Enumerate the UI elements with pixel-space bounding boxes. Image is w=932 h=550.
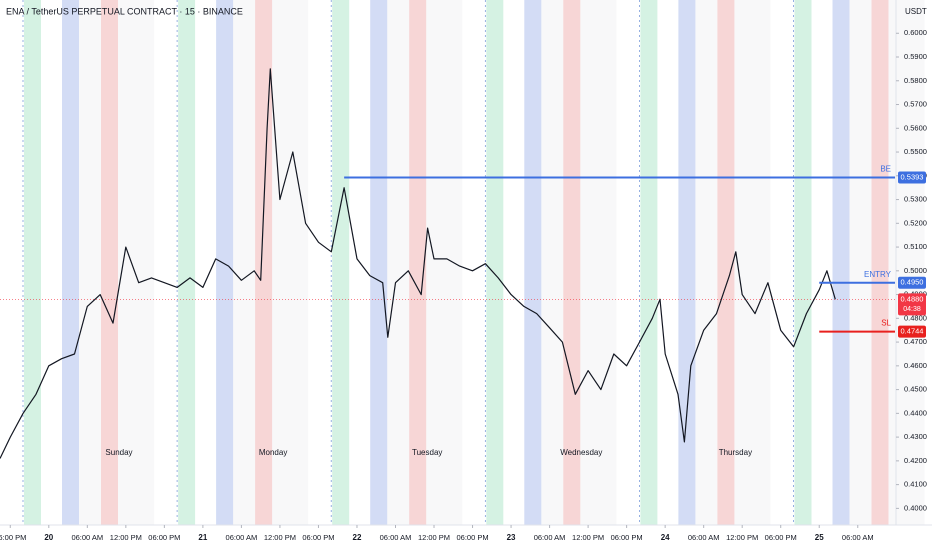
day-label: Thursday [719, 448, 752, 457]
price-tag [898, 276, 926, 289]
last-price-tag [898, 293, 926, 316]
x-tick-label: 06:00 AM [688, 533, 720, 542]
band-green [486, 0, 504, 525]
countdown: 04:38 [903, 306, 921, 313]
y-tick-label: 0.4600 [904, 361, 927, 370]
y-tick-label: 0.5200 [904, 218, 927, 227]
y-tick-label: 0.4100 [904, 480, 927, 489]
x-tick-label: 12:00 PM [572, 533, 604, 542]
band-blue [832, 0, 850, 525]
x-tick-label: 24 [661, 533, 670, 542]
x-tick-label: 23 [507, 533, 516, 542]
y-tick-label: 0.5100 [904, 242, 927, 251]
x-tick-label: 06:00 AM [226, 533, 258, 542]
y-tick-label: 0.4300 [904, 432, 927, 441]
y-tick-label: 0.5300 [904, 195, 927, 204]
x-tick-label: 06:00 PM [148, 533, 180, 542]
level-label: SL [881, 319, 891, 328]
x-tick-label: 06:00 PM [611, 533, 643, 542]
y-tick-label: 0.5500 [904, 147, 927, 156]
band-green [794, 0, 812, 525]
y-tick-label: 0.5800 [904, 76, 927, 85]
day-label: Wednesday [560, 448, 602, 457]
y-tick-label: 0.4700 [904, 337, 927, 346]
x-tick-label: 12:00 PM [418, 533, 450, 542]
x-tick-label: 06:00 PM [456, 533, 488, 542]
band-green [24, 0, 41, 525]
band-blue [524, 0, 542, 525]
y-tick-label: 0.4400 [904, 408, 927, 417]
band-blue [678, 0, 696, 525]
price-tag [898, 171, 926, 184]
y-tick-label: 0.5700 [904, 100, 927, 109]
price-tag-label: 0.5393 [901, 172, 924, 181]
band-red [717, 0, 735, 525]
price-line [0, 68, 836, 459]
x-tick-label: 12:00 PM [726, 533, 758, 542]
y-tick-label: 0.5000 [904, 266, 927, 275]
band-blue [62, 0, 79, 525]
x-tick-label: 06:00 PM [0, 533, 26, 542]
x-tick-label: 06:00 PM [302, 533, 334, 542]
x-tick-label: 06:00 AM [534, 533, 566, 542]
y-tick-label: 0.4000 [904, 503, 927, 512]
x-tick-label: 12:00 PM [110, 533, 142, 542]
price-tag-label: 0.4744 [901, 327, 924, 336]
currency: USDT [905, 7, 927, 16]
y-tick-label: 0.4500 [904, 385, 927, 394]
day-label: Monday [259, 448, 287, 457]
x-tick-label: 06:00 AM [380, 533, 412, 542]
x-tick-label: 06:00 PM [765, 533, 797, 542]
band-red [563, 0, 581, 525]
y-tick-label: 0.6000 [904, 28, 927, 37]
level-label: BE [880, 165, 891, 174]
band-red [101, 0, 118, 525]
band-green [332, 0, 350, 525]
band-green [640, 0, 658, 525]
session-bands [22, 0, 925, 525]
x-tick-label: 20 [44, 533, 53, 542]
price-tag [898, 325, 926, 338]
band-blue [370, 0, 388, 525]
day-label: Tuesday [412, 448, 442, 457]
last-price-label: 0.4880 [901, 294, 924, 303]
band-red [255, 0, 273, 525]
chart-title: ENA / TetherUS PERPETUAL CONTRACT · 15 ·… [6, 6, 243, 16]
y-tick-label: 0.5600 [904, 123, 927, 132]
x-tick-label: 06:00 AM [842, 533, 874, 542]
x-tick-label: 06:00 AM [71, 533, 103, 542]
band-red [871, 0, 889, 525]
x-tick-label: 22 [353, 533, 362, 542]
y-tick-label: 0.4800 [904, 313, 927, 322]
band-red [409, 0, 427, 525]
band-blue [216, 0, 234, 525]
x-tick-label: 25 [815, 533, 824, 542]
y-tick-label: 0.5900 [904, 52, 927, 61]
band-green [178, 0, 196, 525]
level-label: ENTRY [864, 270, 892, 279]
price-tag-label: 0.4950 [901, 278, 924, 287]
day-label: Sunday [105, 448, 132, 457]
x-tick-label: 12:00 PM [264, 533, 296, 542]
x-tick-label: 21 [198, 533, 207, 542]
y-tick-label: 0.4200 [904, 456, 927, 465]
